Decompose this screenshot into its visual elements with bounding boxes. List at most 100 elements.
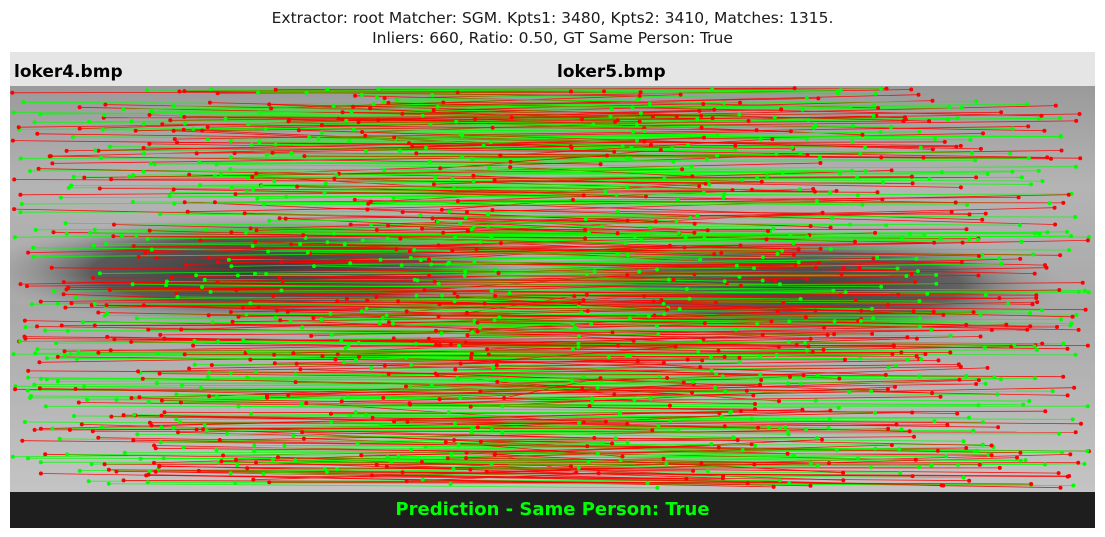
inlier-match-line [431, 258, 917, 265]
outlier-keypoint [791, 252, 796, 257]
inlier-keypoint [343, 345, 348, 350]
outlier-keypoint [455, 90, 460, 95]
inlier-match-line [243, 333, 659, 341]
inlier-keypoint [250, 244, 255, 248]
outlier-match-line [436, 221, 695, 234]
inlier-keypoint [255, 196, 260, 201]
outlier-keypoint [464, 456, 469, 461]
inlier-keypoint [178, 420, 183, 425]
inlier-keypoint [878, 130, 883, 135]
outlier-keypoint [265, 393, 269, 398]
inlier-keypoint [470, 330, 475, 335]
inlier-keypoint [664, 461, 669, 466]
outlier-keypoint [430, 216, 435, 221]
inlier-keypoint [331, 104, 336, 109]
outlier-keypoint [838, 293, 843, 298]
outlier-keypoint [775, 309, 780, 314]
inlier-match-line [254, 271, 595, 275]
outlier-keypoint [701, 336, 706, 341]
outlier-keypoint [738, 283, 743, 288]
outlier-keypoint [841, 470, 846, 475]
inlier-keypoint [929, 327, 934, 332]
inlier-keypoint [617, 411, 622, 416]
inlier-keypoint [450, 176, 455, 181]
inlier-keypoint [753, 443, 757, 448]
inlier-keypoint [774, 152, 779, 157]
outlier-keypoint [474, 247, 479, 251]
inlier-keypoint [453, 235, 458, 240]
outlier-keypoint [720, 476, 725, 481]
outlier-keypoint [981, 131, 985, 136]
outlier-keypoint [914, 354, 919, 359]
outlier-keypoint [404, 384, 408, 389]
inlier-keypoint [216, 339, 221, 344]
outlier-keypoint [1068, 452, 1073, 457]
outlier-match-line [108, 469, 913, 477]
outlier-keypoint [171, 187, 176, 192]
inlier-keypoint [1025, 102, 1030, 107]
outlier-keypoint [930, 98, 935, 103]
outlier-keypoint [910, 181, 915, 186]
inlier-keypoint [210, 320, 215, 325]
outlier-match-line [187, 194, 1069, 213]
inlier-keypoint [282, 443, 287, 448]
inlier-keypoint [491, 365, 495, 370]
outlier-keypoint [22, 334, 27, 339]
outlier-keypoint [396, 299, 401, 304]
inlier-keypoint [38, 112, 43, 117]
outlier-keypoint [129, 339, 134, 344]
outlier-keypoint [48, 154, 53, 159]
inlier-keypoint [1036, 168, 1041, 173]
inlier-keypoint [463, 215, 468, 220]
outlier-keypoint [141, 146, 146, 150]
inlier-keypoint [828, 190, 833, 195]
inlier-keypoint [971, 428, 976, 433]
outlier-keypoint [269, 106, 274, 111]
inlier-keypoint [161, 456, 166, 461]
outlier-keypoint [496, 271, 501, 276]
inlier-keypoint [715, 153, 720, 158]
outlier-keypoint [62, 349, 67, 354]
inlier-match-line [75, 297, 1009, 305]
outlier-keypoint [967, 478, 972, 483]
outlier-keypoint [1034, 296, 1039, 300]
inlier-keypoint [1058, 134, 1063, 139]
inlier-keypoint [469, 227, 474, 232]
match-visualization-panel: loker4.bmp loker5.bmp [10, 52, 1095, 528]
outlier-keypoint [475, 425, 480, 430]
outlier-keypoint [964, 227, 969, 232]
outlier-keypoint [661, 360, 666, 365]
outlier-keypoint [1034, 293, 1039, 298]
inlier-keypoint [675, 197, 680, 202]
outlier-keypoint [935, 448, 940, 453]
inlier-keypoint [261, 471, 266, 476]
inlier-keypoint [158, 212, 163, 217]
inlier-keypoint [623, 240, 628, 245]
inlier-keypoint [300, 325, 305, 330]
inlier-keypoint [489, 462, 494, 467]
outlier-match-line [455, 364, 959, 370]
outlier-keypoint [369, 473, 374, 478]
inlier-keypoint [997, 256, 1002, 261]
inlier-match-line [201, 283, 937, 288]
outlier-keypoint [280, 279, 285, 284]
inlier-match-line [238, 406, 732, 412]
inlier-keypoint [502, 376, 507, 381]
outlier-keypoint [59, 323, 64, 328]
outlier-keypoint [958, 185, 963, 190]
inlier-keypoint [142, 151, 146, 156]
outlier-keypoint [38, 299, 43, 304]
inlier-keypoint [364, 413, 369, 418]
inlier-keypoint [570, 321, 575, 326]
inlier-keypoint [235, 273, 240, 278]
inlier-keypoint [715, 132, 720, 137]
outlier-keypoint [293, 380, 298, 385]
outlier-match-line [282, 275, 979, 282]
outlier-keypoint [35, 131, 40, 136]
inlier-keypoint [264, 152, 269, 157]
inlier-keypoint [889, 125, 893, 130]
inlier-keypoint [288, 319, 293, 324]
outlier-keypoint [185, 209, 190, 214]
outlier-keypoint [1016, 195, 1021, 200]
inlier-keypoint [1070, 417, 1075, 422]
